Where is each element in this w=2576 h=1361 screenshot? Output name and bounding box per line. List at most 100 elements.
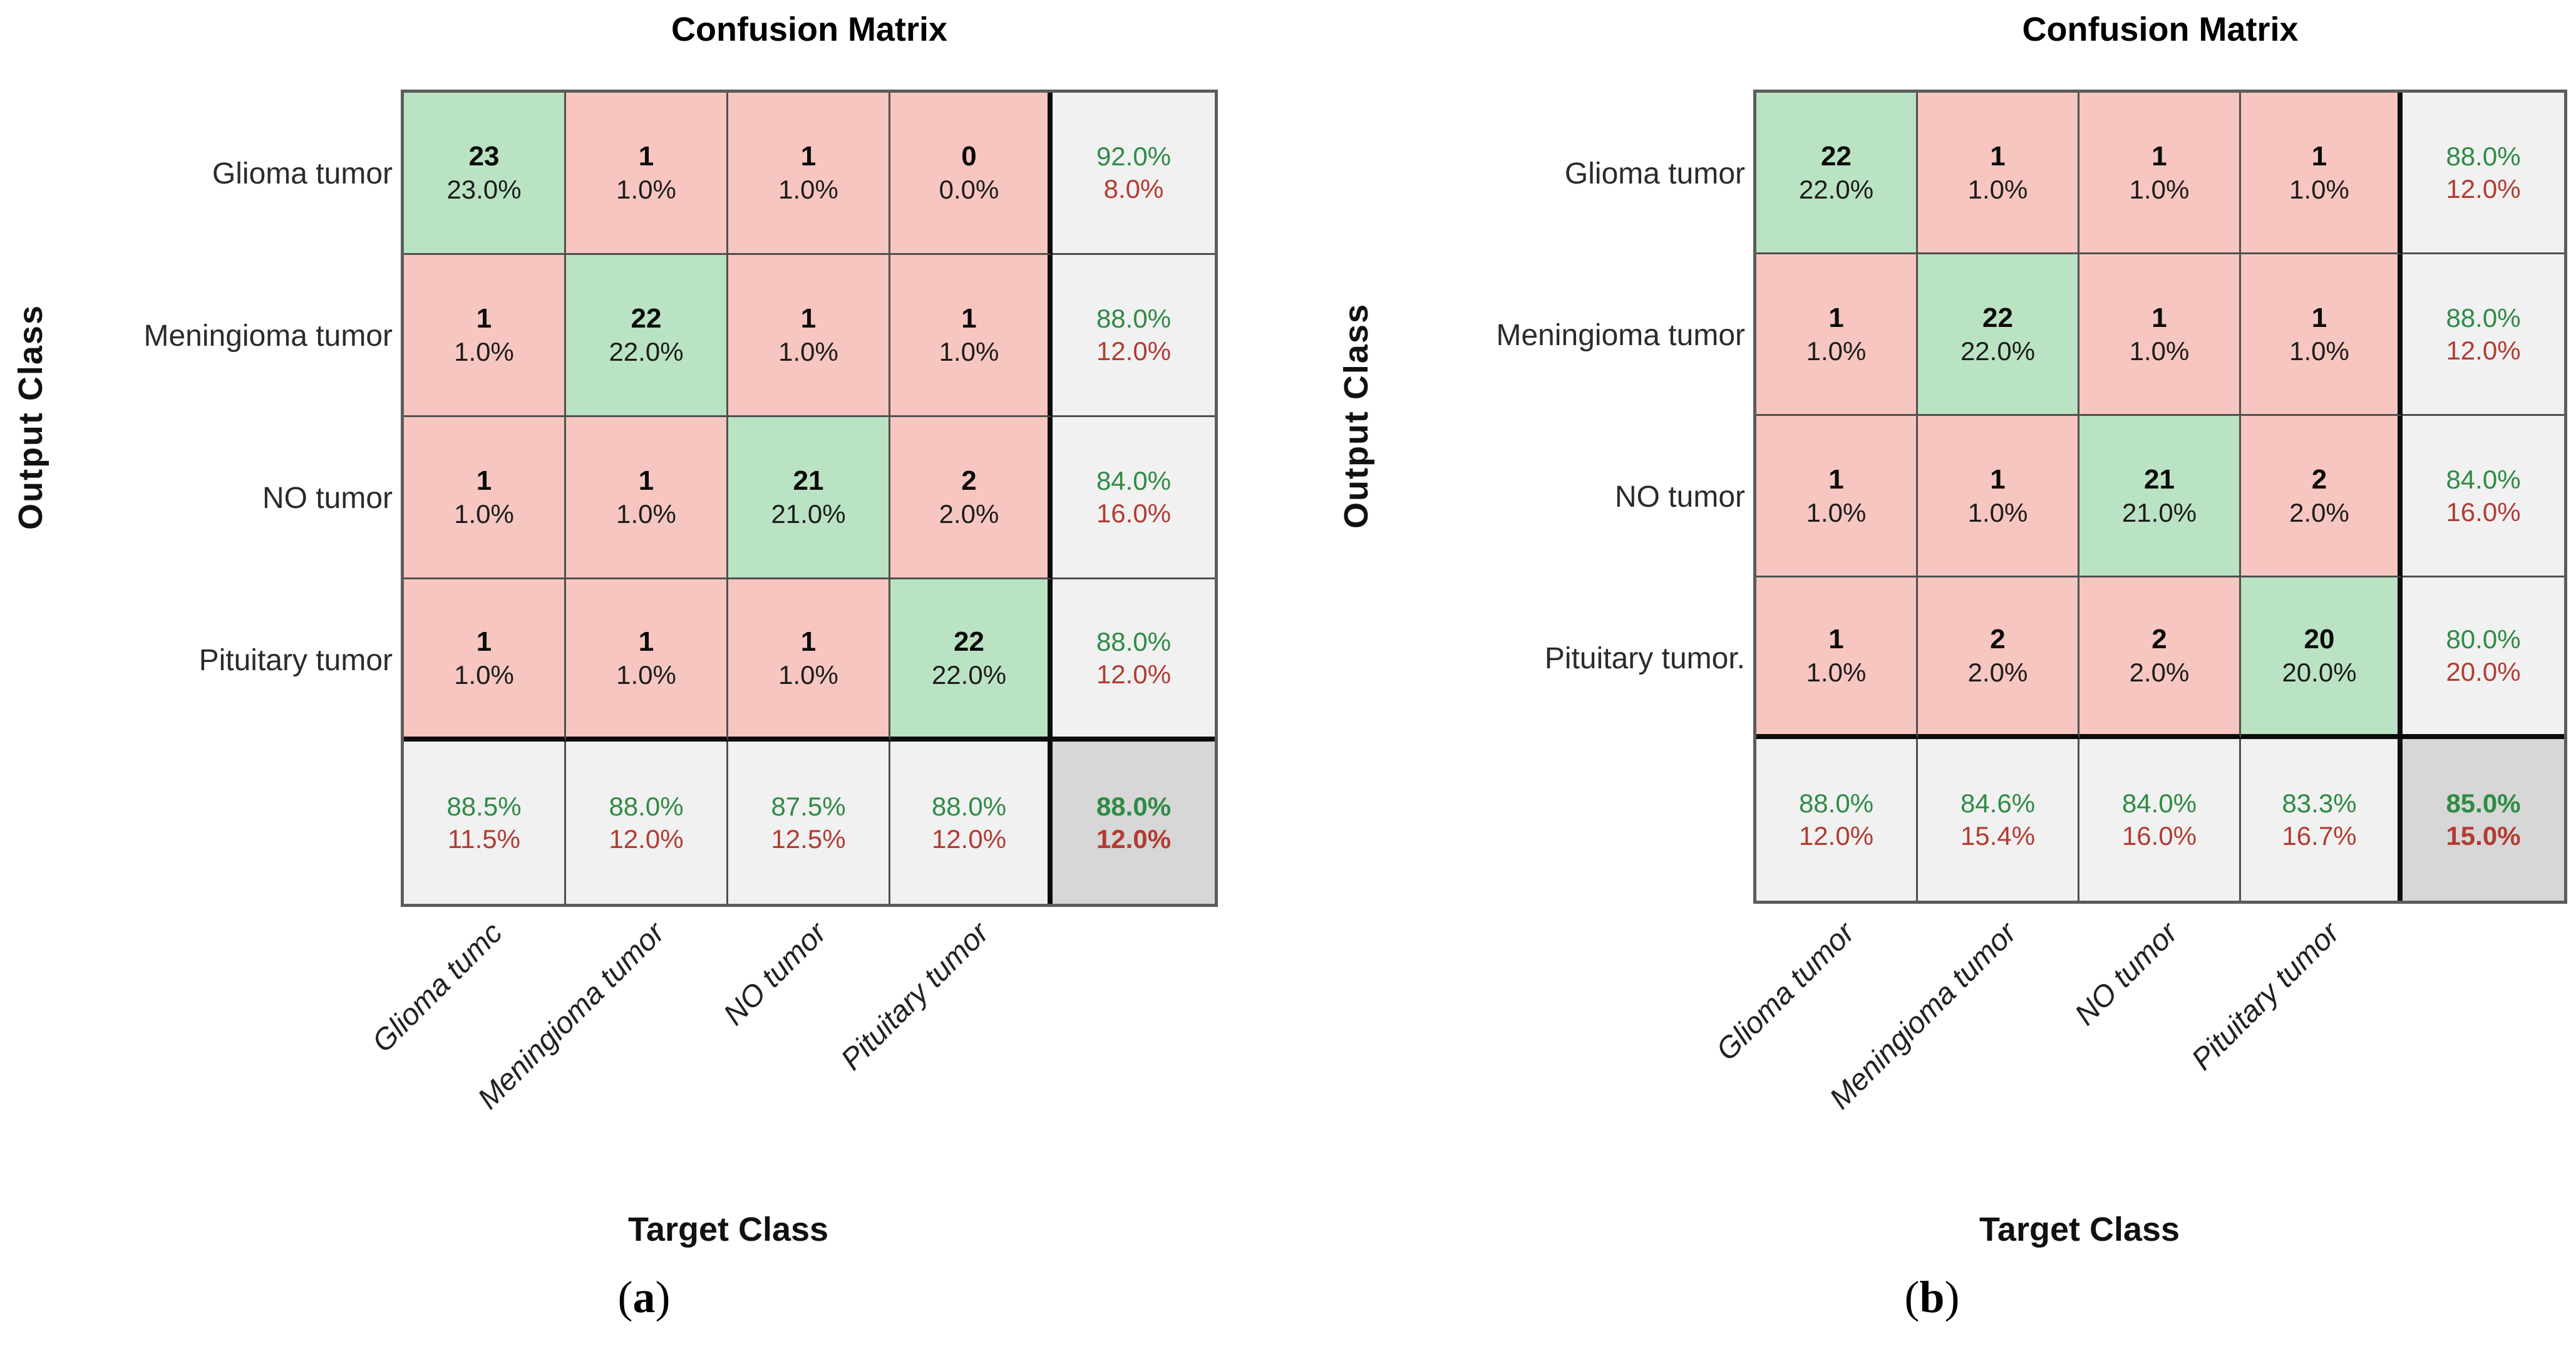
cell-value: 12.0% (1798, 821, 1874, 851)
matrix-cell-r3-c0: 1 1.0% (404, 579, 566, 742)
caption-letter: a (632, 1272, 656, 1322)
col-label-glioma: Glioma tumor (1710, 916, 1862, 1067)
panel-b: Confusion Matrix Output Class Glioma tum… (1288, 0, 2576, 1361)
row-summary-cell-3: 88.0% 12.0% (1053, 579, 1215, 742)
cell-value: 12.0% (1096, 824, 1172, 854)
chart-title: Confusion Matrix (2022, 11, 2299, 48)
cell-value: 1 (800, 141, 817, 172)
cell-value: 0.0% (939, 175, 999, 204)
cell-value: 1.0% (778, 175, 838, 204)
cell-value: 1.0% (1806, 336, 1867, 366)
matrix-cell-r0-c1: 1 1.0% (566, 93, 728, 255)
cell-value: 12.0% (609, 824, 684, 854)
cell-value: 1 (2311, 302, 2327, 333)
cell-value: 2.0% (1967, 658, 2028, 687)
matrix-cell-r3-c2: 2 2.0% (2079, 577, 2241, 739)
cell-value: 1.0% (939, 337, 999, 366)
caption-b: (b) (1288, 1271, 2576, 1323)
cell-value: 83.3% (2282, 789, 2357, 818)
matrix-cell-r2-c0: 1 1.0% (1756, 416, 1918, 577)
cell-value: 1 (1828, 463, 1844, 495)
cell-value: 12.5% (771, 824, 846, 854)
cell-value: 1.0% (2289, 336, 2349, 366)
matrix-cell-r2-c1: 1 1.0% (566, 417, 728, 579)
cell-value: 8.0% (1103, 174, 1164, 204)
row-summary-cell-1: 88.0% 12.0% (1053, 255, 1215, 417)
cell-value: 1.0% (454, 499, 514, 529)
cell-value: 20 (2304, 624, 2335, 655)
col-label-no-tumor: NO tumor (718, 916, 833, 1032)
row-summary-cell-0: 88.0% 12.0% (2403, 93, 2564, 254)
cell-value: 1 (638, 141, 654, 172)
cell-value: 1 (2311, 140, 2327, 172)
matrix-cell-r2-c0: 1 1.0% (404, 417, 566, 579)
matrix-cell-r0-c2: 1 1.0% (728, 93, 890, 255)
row-summary-cell-2: 84.0% 16.0% (2403, 416, 2564, 577)
cell-value: 23 (468, 141, 500, 172)
cell-value: 22.0% (1798, 174, 1874, 204)
chart-title: Confusion Matrix (671, 11, 947, 48)
row-summary-cell-0: 92.0% 8.0% (1053, 93, 1215, 255)
cell-value: 21.0% (771, 499, 846, 529)
cell-value: 1.0% (2129, 174, 2190, 204)
cell-value: 21 (793, 465, 824, 496)
cell-value: 1 (961, 303, 977, 334)
cell-value: 1 (800, 626, 817, 657)
cell-value: 1 (476, 303, 492, 334)
matrix-cell-r1-c1: 22 22.0% (566, 255, 728, 417)
cell-value: 16.0% (2121, 821, 2197, 851)
col-label-no-tumor: NO tumor (2068, 916, 2185, 1032)
row-label-glioma: Glioma tumor (1564, 157, 1745, 190)
cell-value: 12.0% (1096, 659, 1172, 689)
cell-value: 16.0% (1096, 499, 1172, 528)
matrix-cell-r0-c3: 0 0.0% (890, 93, 1053, 255)
cell-value: 84.0% (2121, 789, 2197, 818)
col-summary-cell-2: 84.0% 16.0% (2079, 739, 2241, 901)
matrix-cell-r1-c0: 1 1.0% (404, 255, 566, 417)
y-axis-label: Output Class (1337, 303, 1375, 529)
cell-value: 12.0% (2446, 335, 2521, 365)
cell-value: 1 (1990, 463, 2006, 495)
cell-value: 16.7% (2282, 821, 2357, 851)
col-summary-cell-3: 88.0% 12.0% (890, 742, 1053, 904)
cell-value: 15.4% (1960, 821, 2036, 851)
cell-value: 1 (2151, 302, 2167, 333)
cell-value: 1 (2151, 140, 2167, 172)
caption-paren: ) (1944, 1272, 1960, 1322)
cell-value: 92.0% (1096, 142, 1172, 171)
row-label-glioma: Glioma tumor (212, 157, 393, 190)
caption-paren: ) (655, 1272, 671, 1322)
matrix-cell-r1-c1: 22 22.0% (1918, 254, 2079, 416)
cell-value: 88.0% (1096, 791, 1172, 821)
y-axis-label-wrap: Output Class (9, 93, 53, 742)
cell-value: 85.0% (2446, 789, 2521, 818)
col-summary-cell-1: 84.6% 15.4% (1918, 739, 2079, 901)
matrix-cell-r1-c0: 1 1.0% (1756, 254, 1918, 416)
matrix-cell-r0-c0: 23 23.0% (404, 93, 566, 255)
confusion-matrix-grid: 22 22.0% 1 1.0% 1 1.0% 1 1.0% 88.0% 12.0% 1 1.0% 22 2… (1753, 90, 2567, 904)
matrix-cell-r3-c0: 1 1.0% (1756, 577, 1918, 739)
matrix-cell-r3-c3: 20 20.0% (2241, 577, 2403, 739)
cell-value: 1.0% (2129, 336, 2190, 366)
cell-value: 1.0% (1806, 658, 1867, 687)
row-label-meningioma: Meningioma tumor (1496, 318, 1746, 352)
cell-value: 88.0% (609, 791, 684, 821)
row-label-pituitary: Pituitary tumor (198, 644, 393, 677)
cell-value: 88.0% (1096, 304, 1172, 333)
cell-value: 2.0% (2289, 497, 2349, 527)
y-axis-label: Output Class (12, 304, 49, 530)
y-axis-label-wrap: Output Class (1334, 93, 1378, 739)
col-label-glioma: Glioma tumc (366, 916, 509, 1059)
cell-value: 20.0% (2446, 657, 2521, 686)
cell-value: 1 (476, 626, 492, 657)
cell-value: 84.0% (1096, 466, 1172, 495)
caption-a: (a) (0, 1271, 1288, 1323)
cell-value: 21 (2144, 463, 2175, 495)
cell-value: 1.0% (1967, 497, 2028, 527)
cell-value: 22 (1982, 302, 2013, 333)
matrix-cell-r2-c3: 2 2.0% (890, 417, 1053, 579)
row-summary-cell-1: 88.0% 12.0% (2403, 254, 2564, 416)
matrix-cell-r2-c1: 1 1.0% (1918, 416, 2079, 577)
matrix-cell-r3-c3: 22 22.0% (890, 579, 1053, 742)
cell-value: 2.0% (939, 499, 999, 529)
